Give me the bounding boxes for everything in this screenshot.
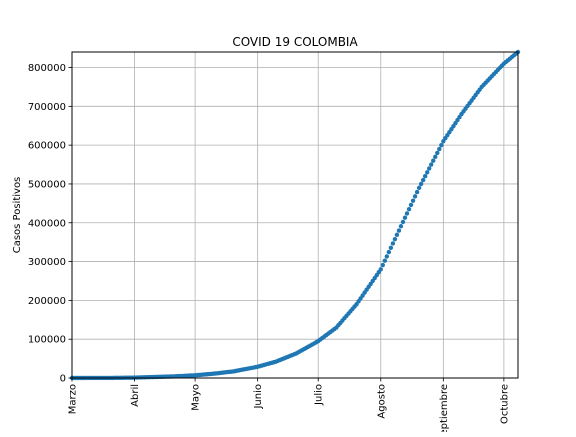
y-tick-label: 0	[60, 374, 66, 385]
data-point	[414, 189, 420, 195]
data-point	[424, 170, 430, 175]
data-point	[412, 194, 418, 199]
data-point	[382, 258, 388, 263]
y-tick-label: 500000	[28, 179, 66, 190]
chart-title: COVID 19 COLOMBIA	[232, 35, 358, 49]
data-point	[416, 185, 422, 191]
axis-ticks: 0 100000 200000 300000 400000 500000 600000 700…	[28, 63, 511, 437]
y-tick-label: 800000	[28, 63, 66, 74]
y-tick-label: 100000	[28, 335, 66, 346]
data-point	[431, 158, 436, 163]
grid-lines	[71, 52, 518, 379]
data-point	[394, 232, 400, 238]
x-tick-label: Marzo	[68, 384, 79, 414]
plot-area-frame	[71, 51, 519, 379]
data-point	[396, 228, 402, 233]
data-point	[410, 198, 416, 203]
data-point	[384, 254, 390, 259]
data-point	[435, 150, 440, 156]
y-tick-label: 300000	[28, 257, 66, 268]
data-point	[378, 267, 383, 272]
data-point	[427, 166, 432, 171]
data-point	[392, 236, 398, 242]
data-point	[439, 142, 444, 148]
data-point	[402, 215, 408, 220]
data-point	[400, 219, 406, 225]
data-point	[388, 245, 394, 250]
data-point	[433, 154, 438, 159]
data-point	[437, 146, 442, 152]
y-tick-label: 400000	[28, 218, 66, 229]
x-tick-label: Octubre	[499, 384, 510, 424]
y-axis-label: Casos Positivos	[12, 177, 23, 254]
y-tick-label: 200000	[28, 296, 66, 307]
x-tick-label: Junio	[253, 384, 264, 410]
x-tick-label: Agosto	[376, 384, 387, 419]
data-point	[418, 181, 424, 187]
data-point	[398, 224, 404, 229]
x-tick-label: Mayo	[191, 384, 202, 411]
data-point	[420, 177, 426, 183]
x-tick-label: Septiembre	[439, 384, 450, 432]
x-tick-label: Julio	[314, 384, 325, 406]
y-tick-label: 600000	[28, 141, 66, 152]
data-point	[406, 206, 412, 212]
y-tick-label: 700000	[28, 102, 66, 113]
data-point	[380, 262, 385, 268]
data-point	[404, 211, 410, 216]
data-point	[422, 173, 428, 179]
data-point	[429, 162, 434, 167]
data-point	[390, 241, 396, 246]
data-point	[386, 249, 392, 255]
series-points	[69, 49, 521, 381]
x-tick-label: Abril	[130, 384, 141, 407]
data-point	[408, 202, 414, 208]
